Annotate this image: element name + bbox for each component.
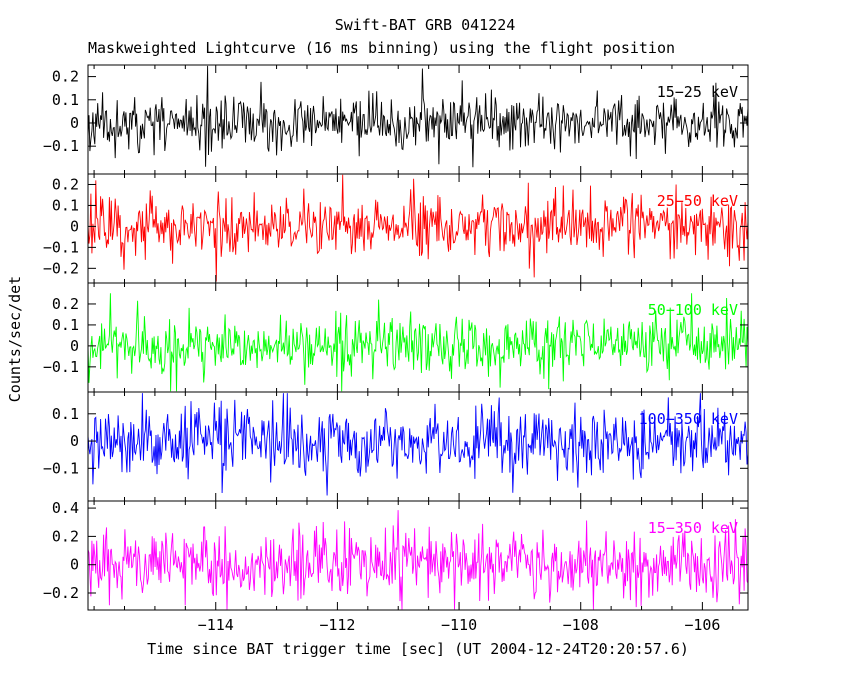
chart-title: Swift-BAT GRB 041224	[334, 16, 516, 34]
y-tick-label: −0.2	[43, 259, 79, 277]
y-tick-label: 0.4	[52, 499, 79, 517]
panel-label-25-50-kev: 25−50 keV	[657, 192, 738, 210]
y-tick-label: 0.1	[52, 316, 79, 334]
y-tick-label: 0	[70, 337, 79, 355]
x-tick-label: −114	[198, 616, 234, 634]
trace-100-350-kev	[87, 393, 749, 496]
panel-frame-2	[87, 282, 749, 393]
y-tick-label: 0.2	[52, 68, 79, 86]
x-tick-label: −106	[684, 616, 720, 634]
y-tick-label: 0.1	[52, 91, 79, 109]
y-tick-label: 0	[70, 114, 79, 132]
y-tick-label: −0.1	[43, 358, 79, 376]
y-tick-label: 0	[70, 432, 79, 450]
panel-frame-4	[87, 500, 749, 611]
panel-label-100-350-kev: 100−350 keV	[639, 410, 738, 428]
trace-25-50-kev	[87, 174, 749, 282]
y-tick-label: 0.2	[52, 295, 79, 313]
y-axis-label: Counts/sec/det	[6, 275, 24, 403]
panel-label-15-350-kev: 15−350 keV	[648, 519, 738, 537]
y-tick-label: −0.1	[43, 137, 79, 155]
x-tick-label: −108	[563, 616, 599, 634]
y-tick-label: −0.2	[43, 584, 79, 602]
y-tick-label: 0	[70, 556, 79, 574]
y-tick-label: −0.1	[43, 459, 79, 477]
chart-subtitle: Maskweighted Lightcurve (16 ms binning) …	[88, 39, 675, 57]
y-tick-label: −0.1	[43, 238, 79, 256]
trace-50-100-kev	[87, 293, 749, 392]
x-tick-label: −110	[441, 616, 477, 634]
y-tick-label: 0	[70, 217, 79, 235]
panel-label-50-100-kev: 50−100 keV	[648, 301, 738, 319]
y-tick-label: 0.1	[52, 405, 79, 423]
trace-15-25-kev	[87, 65, 749, 168]
x-tick-label: −112	[319, 616, 355, 634]
y-tick-label: 0.2	[52, 175, 79, 193]
panel-label-15-25-kev: 15−25 keV	[657, 83, 738, 101]
y-tick-label: 0.2	[52, 527, 79, 545]
trace-15-350-kev	[87, 510, 749, 610]
x-axis-label: Time since BAT trigger time [sec] (UT 20…	[147, 640, 689, 658]
y-tick-label: 0.1	[52, 196, 79, 214]
